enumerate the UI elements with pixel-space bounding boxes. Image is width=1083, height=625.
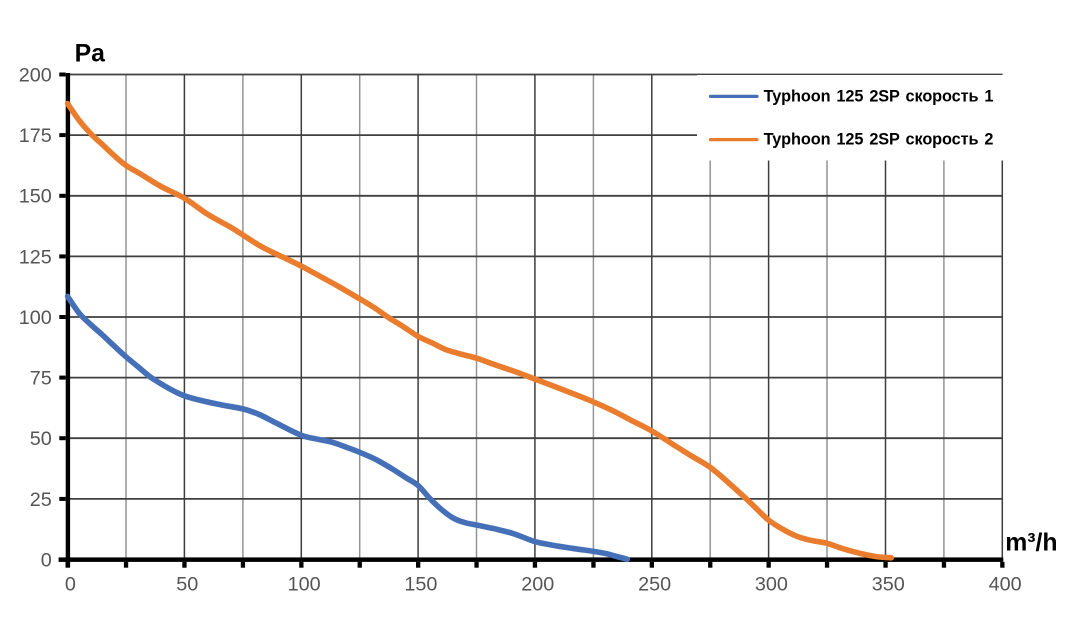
svg-text:50: 50 xyxy=(30,428,52,450)
svg-text:400: 400 xyxy=(989,574,1022,596)
svg-text:m³/h: m³/h xyxy=(1005,529,1057,556)
svg-text:Typhoon 125 2SP скорость 2: Typhoon 125 2SP скорость 2 xyxy=(764,131,994,149)
svg-text:150: 150 xyxy=(19,186,52,208)
svg-text:Pa: Pa xyxy=(75,41,106,68)
svg-text:Typhoon 125 2SP скорость 1: Typhoon 125 2SP скорость 1 xyxy=(764,87,994,105)
svg-text:100: 100 xyxy=(19,307,52,329)
svg-text:125: 125 xyxy=(19,246,52,268)
svg-text:0: 0 xyxy=(41,549,52,571)
svg-text:350: 350 xyxy=(872,574,905,596)
svg-text:200: 200 xyxy=(19,64,52,86)
svg-text:150: 150 xyxy=(404,574,437,596)
svg-text:175: 175 xyxy=(19,125,52,147)
svg-text:200: 200 xyxy=(521,574,554,596)
svg-text:75: 75 xyxy=(30,368,52,390)
svg-text:25: 25 xyxy=(30,489,52,511)
svg-text:50: 50 xyxy=(176,574,198,596)
svg-text:100: 100 xyxy=(288,574,321,596)
svg-text:0: 0 xyxy=(65,574,76,596)
svg-text:300: 300 xyxy=(755,574,788,596)
svg-text:250: 250 xyxy=(638,574,671,596)
